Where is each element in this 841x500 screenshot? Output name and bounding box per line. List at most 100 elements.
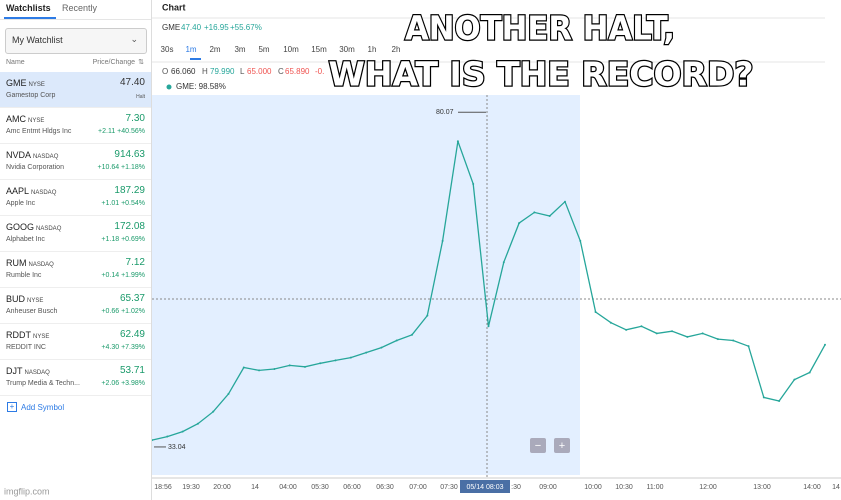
timeframe[interactable]: 2h — [392, 45, 401, 54]
symbol: RDDT NYSE — [6, 330, 50, 340]
x-tick-label: 05/14 08:03 — [467, 484, 504, 491]
price-point — [609, 321, 612, 324]
zoom-in[interactable] — [554, 438, 570, 453]
exchange: NASDAQ — [28, 262, 54, 268]
change: +1.18 +0.69% — [101, 236, 145, 243]
price-point — [395, 339, 398, 342]
timeframe[interactable]: 15m — [311, 45, 327, 54]
quote: 47.40 — [181, 23, 202, 32]
dropdown[interactable]: My Watchlist ⌄ — [5, 28, 147, 54]
price-point — [701, 332, 704, 335]
price: 53.71 — [119, 365, 145, 376]
watchlist-row[interactable]: DJT NASDAQ Trump Media & Techn... 53.71 +2.0… — [0, 360, 151, 396]
price: 65.37 — [119, 293, 145, 304]
panel-title: Chart — [162, 2, 186, 12]
x-tick-label: 10:30 — [615, 484, 633, 491]
tab[interactable]: Watchlists — [6, 3, 51, 13]
x-tick-label: 13:00 — [753, 484, 771, 491]
dropdown-label: My Watchlist — [12, 35, 63, 45]
watchlist-row[interactable]: RDDT NYSE REDDIT INC 62.49 +4.30 +7.39% — [0, 324, 151, 360]
price-point — [548, 214, 551, 217]
price-point — [196, 422, 199, 425]
add-symbol[interactable]: Add Symbol — [21, 403, 65, 412]
price-point — [472, 182, 475, 185]
price-point — [258, 369, 261, 372]
max-label: 80.07 — [436, 109, 454, 116]
price-point — [380, 346, 383, 349]
x-tick-label: 05:30 — [311, 484, 329, 491]
price-point — [303, 365, 306, 368]
watchlist-row[interactable]: NVDA NASDAQ Nvidia Corporation 914.63 +10.64… — [0, 144, 151, 180]
x-tick-label: 06:30 — [376, 484, 394, 491]
price-point — [716, 338, 719, 341]
x-tick-label: 18:56 — [154, 484, 172, 491]
legend: GME: 98.58% — [176, 82, 226, 91]
watchlist-row[interactable]: AMC NYSE Amc Entmt Hldgs Inc 7.30 +2.11 +40.… — [0, 108, 151, 144]
company: Trump Media & Techn... — [6, 380, 80, 387]
price: 47.40 — [119, 77, 145, 88]
timeframe[interactable]: 30s — [161, 45, 174, 54]
price-point — [242, 366, 245, 369]
x-tick-label: 10:00 — [584, 484, 602, 491]
watchlist-row[interactable]: RUM NASDAQ Rumble Inc 7.12 +0.14 +1.99% — [0, 252, 151, 288]
x-tick-label: 09:00 — [539, 484, 557, 491]
company: REDDIT INC — [6, 344, 46, 351]
watchlist-row[interactable]: GME NYSE Gamestop Corp 47.40 Halt — [0, 72, 151, 108]
timeframe[interactable]: 5m — [258, 45, 269, 54]
timeframe[interactable]: 1m — [185, 45, 196, 54]
company: Apple Inc — [6, 200, 36, 207]
price-point — [227, 392, 230, 395]
price-point — [824, 343, 826, 346]
zoom-out[interactable] — [530, 438, 546, 453]
watchlist-panel: Watchlists Recently My Watchlist ⌄ Name … — [0, 0, 152, 500]
add-icon[interactable]: + — [7, 402, 17, 412]
company: Anheuser Busch — [6, 308, 58, 315]
timeframe[interactable]: 30m — [339, 45, 355, 54]
price: 172.08 — [114, 221, 145, 232]
x-tick-label: 11:00 — [647, 484, 664, 491]
column-header[interactable]: Price/Change — [92, 59, 135, 66]
tab[interactable]: Recently — [62, 3, 98, 13]
premarket-shade — [152, 95, 580, 475]
ohlc: C — [278, 67, 284, 76]
exchange: NYSE — [28, 82, 45, 88]
exchange: NASDAQ — [24, 370, 50, 376]
exchange: NASDAQ — [36, 226, 62, 232]
symbol: RUM NASDAQ — [6, 258, 54, 268]
price-point — [349, 356, 352, 359]
price-point — [288, 364, 291, 367]
timeframe[interactable]: 1h — [368, 45, 377, 54]
price-point — [747, 345, 750, 348]
caption: ANOTHER HALT, — [405, 9, 675, 48]
price-point — [426, 314, 429, 317]
ohlc: L — [240, 67, 245, 76]
sort-icon[interactable]: ⇅ — [138, 59, 144, 66]
x-tick-label: 06:00 — [343, 484, 361, 491]
timeframe[interactable]: 2m — [209, 45, 220, 54]
x-tick-label: 12:00 — [699, 484, 717, 491]
watchlist-row[interactable]: AAPL NASDAQ Apple Inc 187.29 +1.01 +0.54% — [0, 180, 151, 216]
zoom-in-label[interactable]: + — [559, 440, 565, 452]
timeframe[interactable]: 10m — [283, 45, 299, 54]
ohlc: 66.060 — [171, 67, 196, 76]
zoom-out-label[interactable]: − — [535, 440, 541, 452]
company: Nvidia Corporation — [6, 164, 64, 171]
change: +0.66 +1.02% — [101, 308, 145, 315]
timeframe[interactable]: 3m — [234, 45, 245, 54]
price-point — [808, 371, 811, 374]
price-point — [625, 328, 628, 331]
watchlist-row[interactable]: GOOG NASDAQ Alphabet Inc 172.08 +1.18 +0.69% — [0, 216, 151, 252]
ohlc: 65.890 — [285, 67, 310, 76]
price-point — [411, 333, 414, 336]
price: 914.63 — [114, 149, 145, 160]
chevron: ⌄ — [130, 34, 138, 44]
change: +2.06 +3.98% — [101, 380, 145, 387]
price: 187.29 — [114, 185, 145, 196]
divider — [0, 19, 151, 20]
watchlist-row[interactable]: BUD NYSE Anheuser Busch 65.37 +0.66 +1.02% — [0, 288, 151, 324]
tab-underline — [4, 17, 56, 19]
x-tick-label: 14 — [832, 484, 840, 491]
price-point — [502, 261, 505, 264]
company: Gamestop Corp — [6, 92, 56, 99]
